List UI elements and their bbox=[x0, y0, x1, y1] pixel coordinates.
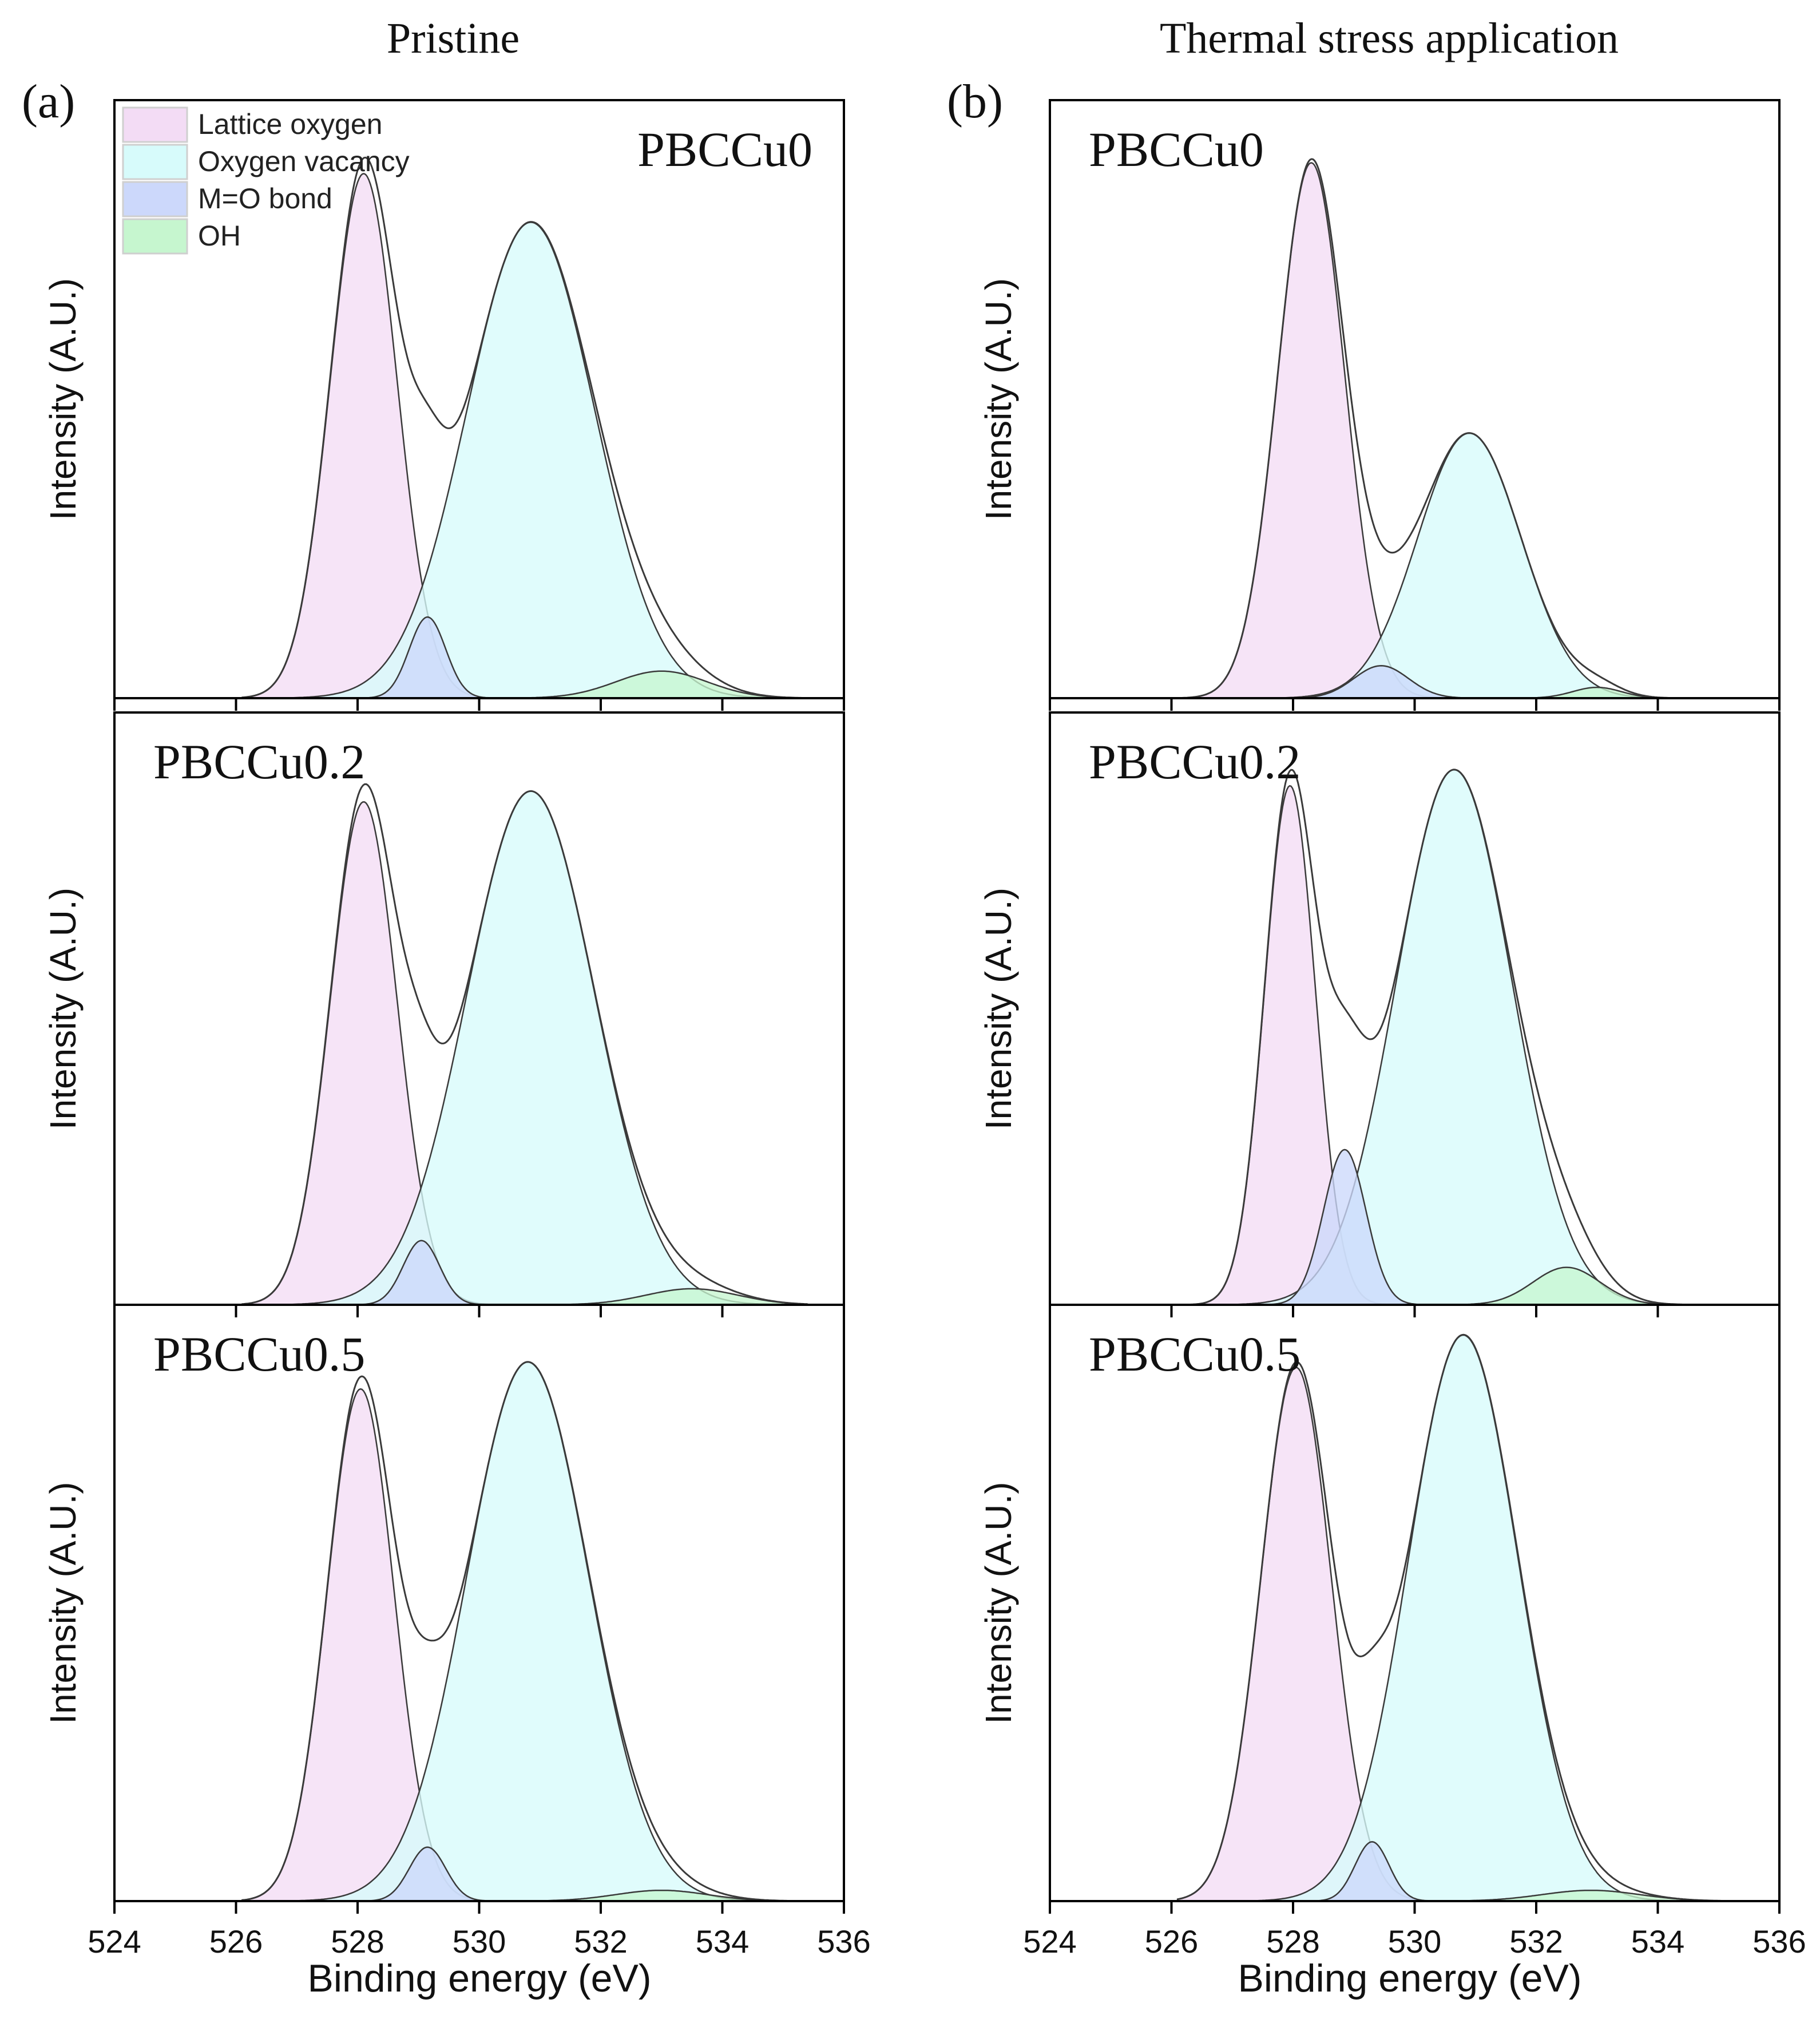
sample-label: PBCCu0 bbox=[1089, 122, 1264, 177]
envelope-line bbox=[241, 156, 820, 699]
envelope-line bbox=[241, 1361, 795, 1902]
column-pristine: PBCCu0 Intensity (A.U.) PBCCu0.2 Intensity … bbox=[42, 99, 871, 1959]
panel-pbccu0-2: PBCCu0.2 Intensity (A.U.) bbox=[978, 711, 1781, 1317]
sample-label: PBCCu0 bbox=[637, 122, 812, 177]
x-tick-label: 528 bbox=[331, 1923, 384, 1959]
legend-swatch-lattice-oxygen bbox=[122, 106, 188, 143]
y-axis-label: Intensity (A.U.) bbox=[978, 278, 1019, 520]
x-axis-label-left: Binding energy (eV) bbox=[307, 1957, 651, 2000]
sample-label: PBCCu0.2 bbox=[1089, 734, 1300, 789]
x-tick-label: 526 bbox=[209, 1923, 263, 1959]
x-tick-label: 526 bbox=[1145, 1923, 1198, 1959]
column-title-pristine: Pristine bbox=[387, 14, 520, 62]
legend-label-oh: OH bbox=[198, 220, 241, 252]
legend-label-lattice-oxygen: Lattice oxygen bbox=[198, 108, 382, 140]
legend-swatch-oh bbox=[122, 218, 188, 255]
x-tick-label: 534 bbox=[1631, 1923, 1684, 1959]
y-axis-label: Intensity (A.U.) bbox=[978, 1482, 1019, 1724]
legend-label-oxygen-vacancy: Oxygen vacancy bbox=[198, 145, 410, 177]
x-tick-label: 534 bbox=[696, 1923, 749, 1959]
x-tick-label: 524 bbox=[1023, 1923, 1076, 1959]
x-tick-label: 524 bbox=[88, 1923, 141, 1959]
column-title-thermal-stress: Thermal stress application bbox=[1160, 14, 1619, 62]
legend-swatch-mo-bond bbox=[122, 181, 188, 217]
sample-label: PBCCu0.2 bbox=[153, 734, 365, 789]
envelope-line bbox=[1177, 769, 1682, 1306]
panel-pbccu0: PBCCu0 Intensity (A.U.) bbox=[978, 99, 1781, 711]
x-tick-label: 536 bbox=[817, 1923, 870, 1959]
x-axis-label-right: Binding energy (eV) bbox=[1238, 1957, 1581, 2000]
panel-label-a: (a) bbox=[22, 75, 75, 128]
legend-swatch-oxygen-vacancy bbox=[122, 144, 188, 180]
envelope-line bbox=[1177, 158, 1670, 699]
x-tick-label: 536 bbox=[1752, 1923, 1806, 1959]
panel-pbccu0-5: PBCCu0.5 Intensity (A.U.) 524 526 528 530 532 5… bbox=[42, 1304, 871, 1959]
sample-label: PBCCu0.5 bbox=[153, 1327, 365, 1381]
x-tick-label: 528 bbox=[1266, 1923, 1319, 1959]
envelope-line bbox=[1177, 1333, 1731, 1902]
y-axis-label: Intensity (A.U.) bbox=[42, 1482, 84, 1724]
envelope-line bbox=[241, 783, 808, 1305]
y-axis-label: Intensity (A.U.) bbox=[42, 888, 84, 1130]
panel-label-b: (b) bbox=[947, 75, 1003, 128]
legend: Lattice oxygen Oxygen vacancy M=O bond O… bbox=[122, 106, 410, 255]
x-tick-label: 532 bbox=[574, 1923, 627, 1959]
y-axis-label: Intensity (A.U.) bbox=[42, 278, 84, 520]
x-tick-label: 532 bbox=[1509, 1923, 1563, 1959]
sample-label: PBCCu0.5 bbox=[1089, 1327, 1300, 1381]
panel-pbccu0: PBCCu0 Intensity (A.U.) bbox=[42, 99, 845, 711]
x-tick-label: 530 bbox=[453, 1923, 506, 1959]
y-axis-label: Intensity (A.U.) bbox=[978, 888, 1019, 1130]
legend-label-mo-bond: M=O bond bbox=[198, 183, 332, 215]
x-tick-label: 530 bbox=[1388, 1923, 1441, 1959]
panel-pbccu0-5: PBCCu0.5 Intensity (A.U.) 524 526 528 530 532 5… bbox=[978, 1304, 1806, 1959]
column-thermal-stress: PBCCu0 Intensity (A.U.) PBCCu0.2 Intensity … bbox=[978, 99, 1806, 1959]
